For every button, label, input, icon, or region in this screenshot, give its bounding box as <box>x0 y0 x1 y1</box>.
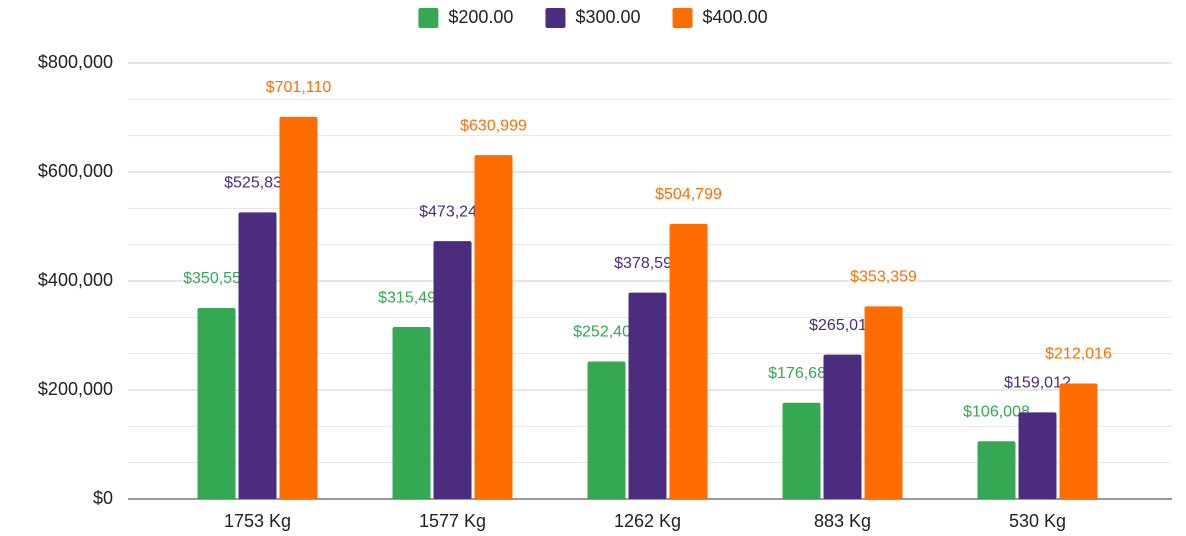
value-label: $504,799 <box>655 186 722 203</box>
bar <box>628 292 667 499</box>
bar <box>587 361 626 499</box>
value-label: $378,599 <box>614 255 681 272</box>
y-tick-label: $200,000 <box>38 379 113 399</box>
bar <box>1018 412 1057 499</box>
y-tick-label: $800,000 <box>38 52 113 72</box>
x-tick-label: 1577 Kg <box>419 511 486 531</box>
bar <box>823 354 862 499</box>
y-tick-label: $600,000 <box>38 161 113 181</box>
value-label: $630,999 <box>460 117 527 134</box>
legend-swatch <box>545 8 566 28</box>
bar <box>197 307 236 499</box>
value-label: $315,499 <box>378 289 445 306</box>
bar <box>864 306 903 499</box>
legend-label: $200.00 <box>448 7 513 27</box>
value-label: $701,110 <box>266 79 332 96</box>
legend-label: $300.00 <box>575 7 640 27</box>
bar <box>782 402 821 499</box>
legend-label: $400.00 <box>703 7 768 27</box>
value-label: $106,008 <box>963 403 1030 420</box>
bar <box>238 212 277 499</box>
bar <box>279 116 318 499</box>
bar <box>392 327 431 499</box>
legend-swatch <box>418 8 439 28</box>
value-label: $176,680 <box>768 365 835 382</box>
y-tick-label: $0 <box>93 488 113 508</box>
value-label: $473,249 <box>419 203 486 220</box>
bar <box>474 155 513 500</box>
bar <box>433 241 472 500</box>
y-tick-label: $400,000 <box>38 270 113 290</box>
value-label: $350,555 <box>183 270 250 287</box>
x-tick-label: 1753 Kg <box>224 511 291 531</box>
bar <box>977 441 1016 499</box>
value-label: $525,832 <box>224 175 291 192</box>
value-label: $353,359 <box>850 269 917 286</box>
x-tick-label: 1262 Kg <box>614 511 681 531</box>
value-label: $252,400 <box>573 324 640 341</box>
x-tick-label: 883 Kg <box>814 511 871 531</box>
value-label: $212,016 <box>1045 346 1112 363</box>
legend-swatch <box>672 8 693 28</box>
value-label: $159,012 <box>1004 375 1071 392</box>
bar <box>1059 383 1098 499</box>
bar <box>669 223 708 499</box>
value-label: $265,019 <box>809 317 876 334</box>
x-tick-label: 530 Kg <box>1009 511 1066 531</box>
